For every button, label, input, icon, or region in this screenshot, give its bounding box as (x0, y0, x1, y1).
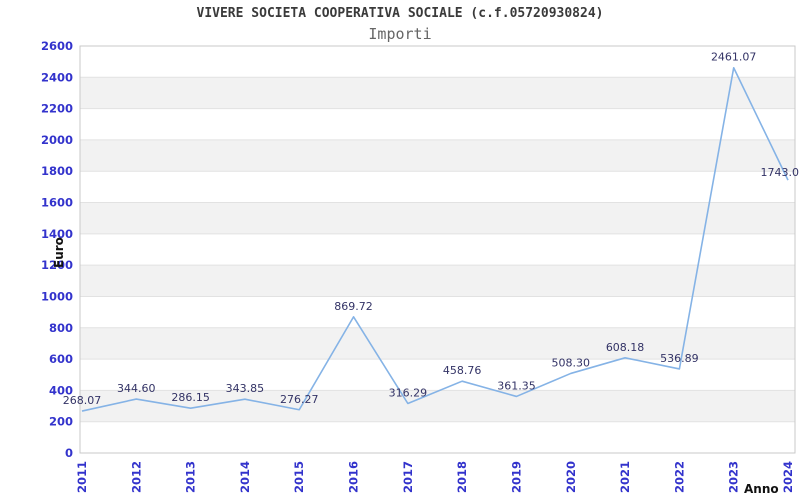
data-point-label: 608.18 (606, 341, 645, 354)
y-tick-label: 1600 (41, 196, 73, 210)
plot-border (79, 45, 796, 454)
x-tick-label: 2021 (618, 461, 632, 493)
x-tick-label: 2024 (781, 461, 795, 493)
y-tick-label: 1800 (41, 164, 73, 178)
data-point-label: 458.76 (443, 364, 482, 377)
plot-band (80, 265, 795, 297)
data-point-label: 286.15 (171, 391, 210, 404)
chart-title: VIVERE SOCIETA COOPERATIVA SOCIALE (c.f.… (196, 6, 604, 21)
data-point-label: 316.29 (389, 386, 428, 399)
plot-band (80, 327, 795, 360)
x-tick-label: 2011 (75, 461, 89, 493)
plot-band (80, 139, 795, 172)
x-axis-title: Anno (744, 482, 779, 496)
x-tick-label: 2017 (401, 461, 415, 493)
x-tick-label: 2020 (564, 461, 578, 493)
data-point-label: 268.07 (63, 394, 102, 407)
x-tick-label: 2019 (509, 461, 523, 493)
chart-subtitle: Importi (368, 25, 432, 43)
y-tick-label: 800 (49, 321, 73, 335)
y-tick-label: 2000 (41, 133, 73, 147)
y-tick-label: 2400 (41, 70, 73, 84)
y-tick-label: 1200 (41, 258, 73, 272)
y-tick-label: 1000 (41, 289, 73, 303)
x-tick-label: 2013 (184, 461, 198, 493)
y-tick-label: 0 (65, 446, 73, 460)
plot-band (80, 202, 795, 234)
data-point-label: 276.27 (280, 393, 319, 406)
series-line (81, 66, 789, 412)
data-point-label: 1743.0 (761, 166, 800, 179)
plot-band (80, 77, 795, 109)
x-tick-label: 2015 (292, 461, 306, 493)
y-tick-label: 2200 (41, 102, 73, 116)
x-tick-label: 2018 (455, 461, 469, 493)
data-point-label: 536.89 (660, 352, 699, 365)
data-point-label: 344.60 (117, 382, 156, 395)
x-tick-label: 2022 (672, 461, 686, 493)
x-tick-label: 2012 (129, 461, 143, 493)
x-tick-label: 2014 (238, 461, 252, 493)
y-tick-label: 2600 (41, 39, 73, 53)
x-tick-label: 2016 (347, 461, 361, 493)
y-tick-label: 600 (49, 352, 73, 366)
y-tick-label: 200 (49, 415, 73, 429)
y-tick-label: 1400 (41, 227, 73, 241)
data-point-label: 343.85 (226, 382, 265, 395)
y-tick-label: 400 (49, 383, 73, 397)
data-point-label: 869.72 (334, 300, 373, 313)
y-axis-title: Euro (52, 237, 66, 268)
data-point-label: 2461.07 (711, 51, 757, 64)
data-point-label: 508.30 (552, 356, 591, 369)
data-point-label: 361.35 (497, 379, 536, 392)
x-tick-label: 2023 (727, 461, 741, 493)
